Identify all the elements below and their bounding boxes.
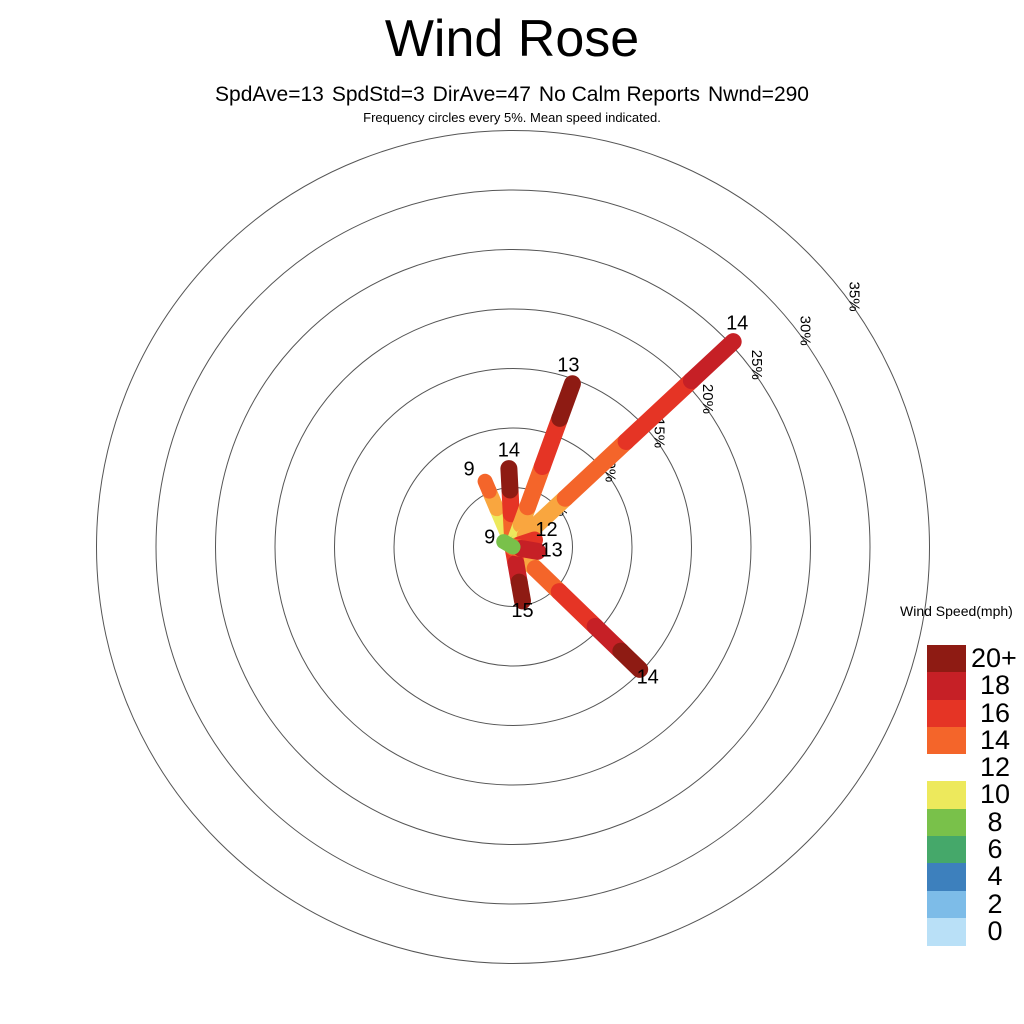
legend-label-18: 18: [979, 670, 1011, 701]
petals: [477, 333, 742, 678]
petal-w-short-segment-0: [496, 534, 521, 555]
radial-tick-35: 35%: [845, 282, 862, 312]
legend-swatches: 20+ 18 16 14 12 10 8 6 4 2 0: [927, 643, 1017, 946]
legend-row[interactable]: 2: [927, 889, 1003, 919]
legend-swatch-4: [927, 863, 966, 891]
legend-label-14: 14: [979, 724, 1011, 755]
petal-n-segment-3: [500, 460, 519, 499]
legend-label-8: 8: [987, 806, 1003, 837]
stat-4: Nwnd=290: [707, 83, 809, 106]
grid-ring-30pct: [155, 189, 871, 905]
legend-swatch-14: [927, 726, 966, 755]
grid-ring-20pct: [274, 308, 752, 786]
petal-ne-segment-3: [556, 432, 635, 507]
radial-tick-labels: 5%10%15%20%25%30%35%: [553, 282, 862, 517]
petal-sse-mean-speed-label: 15: [511, 600, 533, 622]
stat-2: DirAve=47: [432, 83, 531, 106]
grid-ring-35pct: [96, 130, 930, 964]
petal-w-short-mean-speed-label: 9: [484, 527, 495, 549]
petal-nne-segment-4: [533, 409, 569, 475]
legend-row[interactable]: 8: [927, 807, 1003, 837]
radial-tick-20: 20%: [699, 384, 716, 414]
petal-e-short-mean-speed-label: 13: [540, 539, 562, 561]
petal-n-mean-speed-label: 14: [498, 440, 520, 462]
legend-swatch-6: [927, 836, 966, 864]
petal-nnw-segment-3: [477, 473, 497, 499]
stat-1: SpdStd=3: [331, 83, 425, 106]
legend-swatch-0: [927, 917, 966, 946]
legend-label-2: 2: [987, 888, 1003, 919]
petal-ne: [504, 333, 742, 556]
petal-nne-segment-5: [551, 375, 581, 427]
legend-label-10: 10: [979, 779, 1011, 810]
legend-row[interactable]: 16: [927, 698, 1010, 728]
petal-nne-mean-speed-label: 13: [557, 355, 579, 377]
petal-e-short-segment-1: [512, 539, 547, 560]
legend-swatch-12: [927, 754, 966, 782]
petal-ne-segment-5: [682, 333, 742, 390]
petal-ne-segment-2: [516, 489, 574, 545]
petal-ese-segment-5: [612, 642, 649, 678]
petal-w-short: [496, 534, 521, 555]
grid-ring-25pct: [215, 249, 811, 845]
legend-row[interactable]: 4: [927, 861, 1003, 891]
radial-tick-25: 25%: [748, 350, 765, 380]
legend-swatch-8: [927, 808, 966, 837]
legend-label-6: 6: [987, 834, 1003, 865]
stat-0: SpdAve=13: [215, 83, 324, 106]
petal-ne-mean-speed-label: 14: [726, 313, 748, 335]
legend-row[interactable]: 0: [927, 916, 1003, 946]
legend-row[interactable]: 6: [927, 834, 1003, 864]
legend-swatch-18: [927, 672, 966, 700]
legend-title: Wind Speed(mph): [900, 603, 1013, 619]
legend-row[interactable]: 12: [927, 752, 1010, 782]
petal-sse-segment-2: [510, 573, 532, 610]
petal-ese-mean-speed-label: 14: [637, 666, 659, 688]
petal-nnw-mean-speed-label: 9: [464, 458, 475, 480]
legend-swatch-2: [927, 890, 966, 919]
legend-row[interactable]: 18: [927, 670, 1010, 700]
legend-label-0: 0: [987, 915, 1003, 946]
petal-ne-segment-4: [617, 372, 700, 450]
legend-swatch-10: [927, 781, 966, 810]
legend-label-16: 16: [979, 697, 1011, 728]
legend-row[interactable]: 20+: [927, 643, 1017, 673]
page-title: Wind Rose: [384, 10, 640, 68]
legend-label-12: 12: [979, 752, 1011, 783]
petal-ene-short-mean-speed-label: 12: [535, 519, 557, 541]
legend-label-4: 4: [987, 861, 1003, 892]
legend-row[interactable]: 14: [927, 725, 1010, 755]
stat-3: No Calm Reports: [538, 83, 700, 106]
summary-stats: SpdAve=13 SpdStd=3 DirAve=47 No Calm Report…: [0, 83, 1024, 107]
legend-row[interactable]: 10: [927, 779, 1010, 810]
legend-label-20plus: 20+: [971, 643, 1017, 673]
frequency-note: Frequency circles every 5%. Mean speed i…: [363, 110, 661, 125]
radial-tick-30: 30%: [797, 316, 814, 346]
legend-swatch-20plus: [927, 645, 966, 673]
legend-swatch-16: [927, 699, 966, 728]
grid-ring-15pct: [334, 368, 692, 726]
grid-ring-10pct: [393, 427, 633, 667]
